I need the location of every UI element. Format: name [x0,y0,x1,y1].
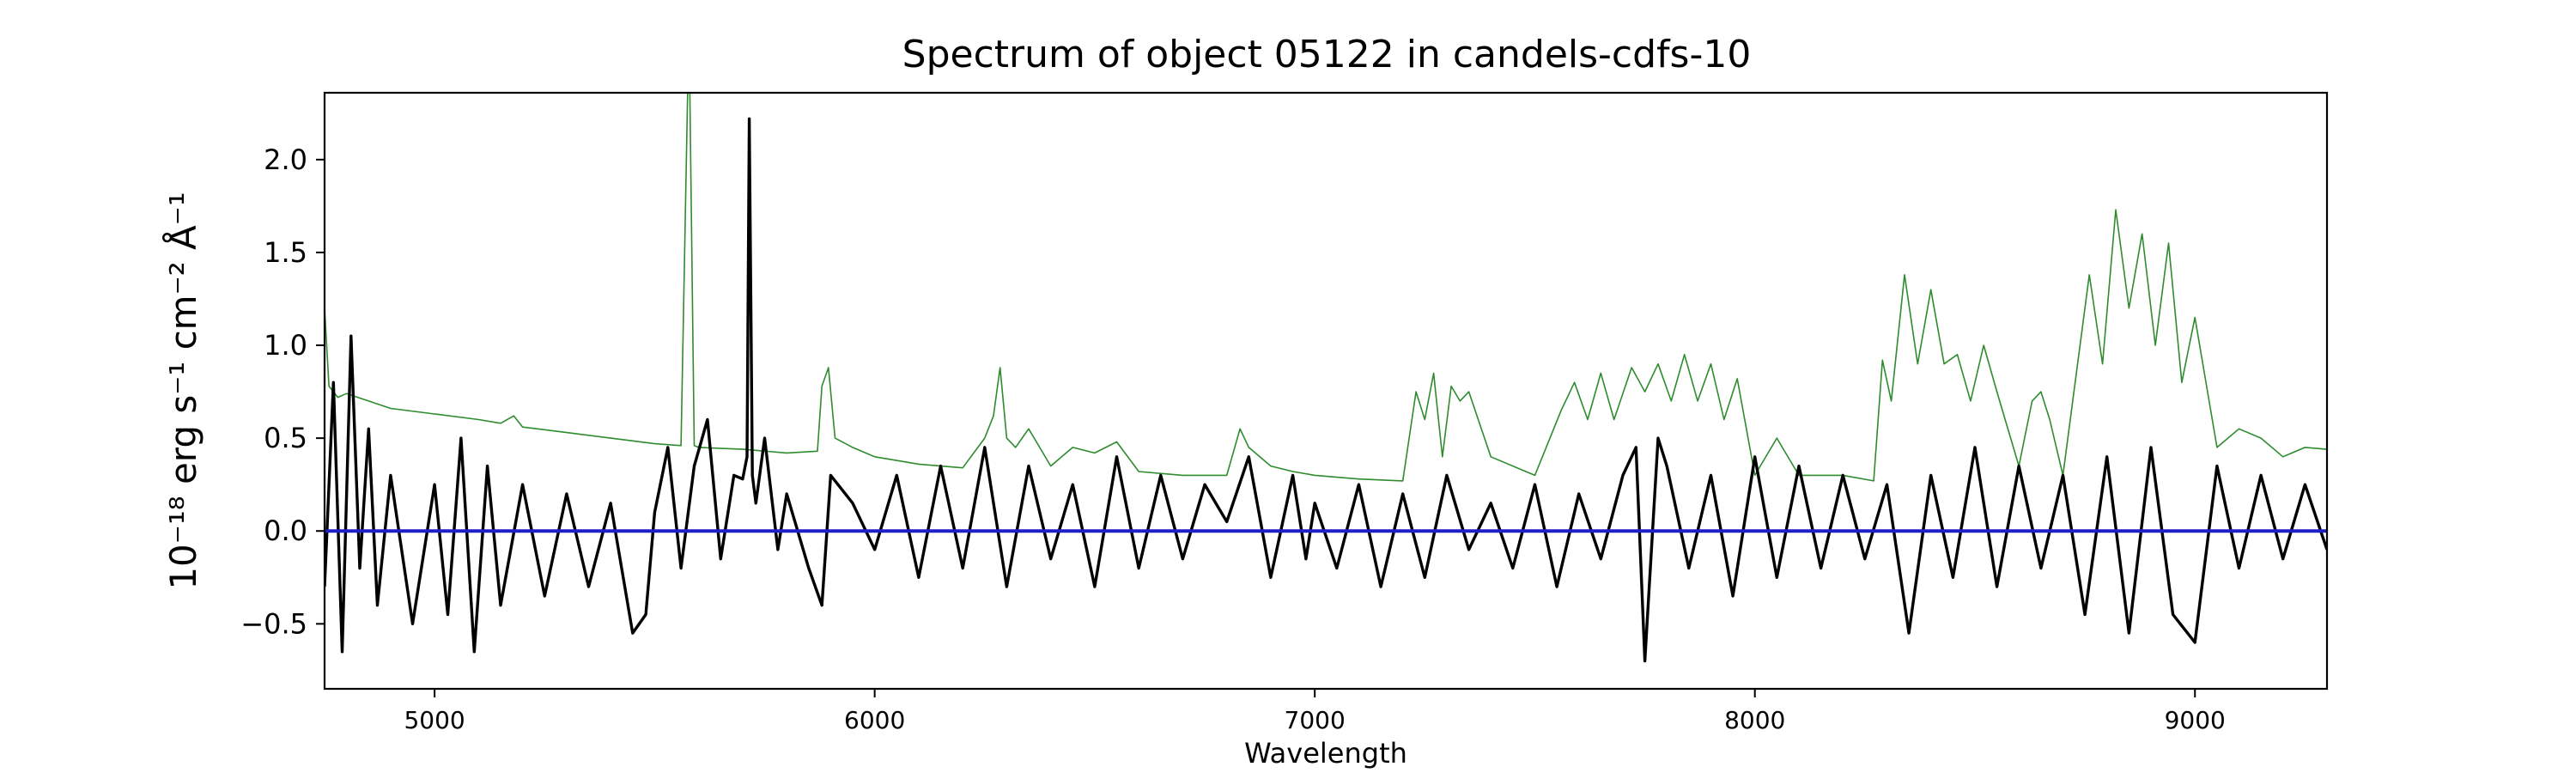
y-tick-label: 1.5 [264,236,307,269]
series-line-flux [325,117,2327,663]
chart-title: Spectrum of object 05122 in candels-cdfs… [902,33,1752,76]
y-tick-label: 1.0 [264,329,307,362]
y-axis-label: 10⁻¹⁸ erg s⁻¹ cm⁻² Å⁻¹ [161,192,204,589]
y-tick-label: 0.5 [264,422,307,454]
y-tick-label: −0.5 [240,607,307,640]
x-tick-label: 9000 [2165,706,2226,734]
plot-frame [323,91,2329,691]
x-axis-label: Wavelength [1244,737,1407,770]
x-tick-label: 5000 [404,706,465,734]
x-tick-label: 8000 [1724,706,1785,734]
x-tick-label: 7000 [1285,706,1346,734]
x-tick-label: 6000 [844,706,905,734]
y-tick-label: 0.0 [264,514,307,547]
y-tick-label: 2.0 [264,143,307,176]
series-line-noise [325,93,2327,482]
